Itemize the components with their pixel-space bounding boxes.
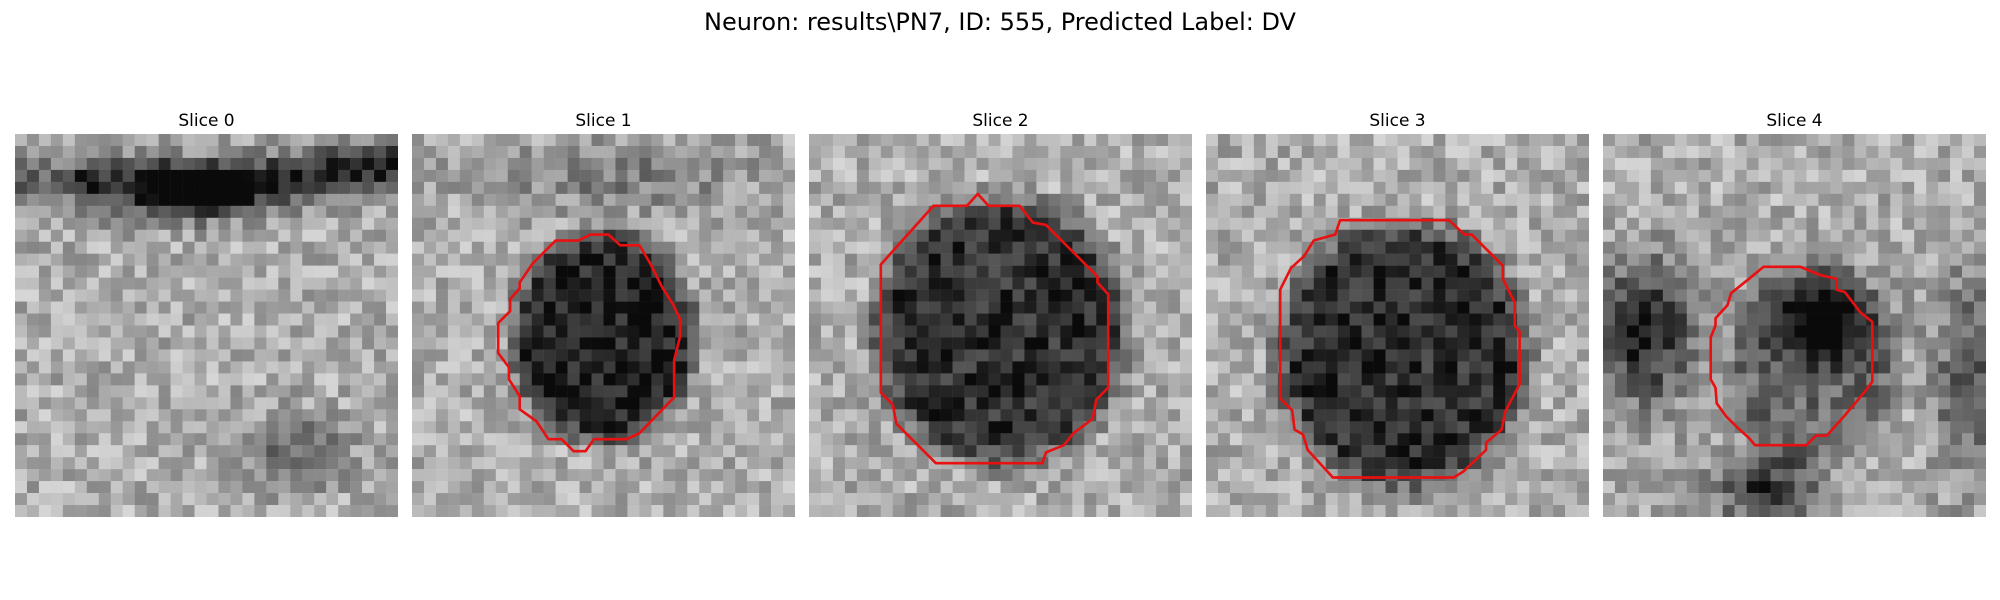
grayscale-slice-0 [15,134,398,517]
figure-title: Neuron: results\PN7, ID: 555, Predicted … [704,8,1296,36]
slice-title: Slice 3 [1369,111,1426,131]
slice-image [1603,134,1986,517]
grayscale-slice-1 [412,134,795,517]
slice-panel-0: Slice 0 [15,108,398,517]
segmentation-contour [496,233,682,453]
slice-panel-1: Slice 1 [412,108,795,517]
slice-title: Slice 0 [178,111,235,131]
grayscale-slice-4 [1603,134,1986,517]
grayscale-slice-3 [1206,134,1589,517]
slice-image [15,134,398,517]
slice-title: Slice 2 [972,111,1029,131]
grayscale-slice-2 [809,134,1192,517]
slice-image [412,134,795,517]
segmentation-contour [1278,218,1521,479]
slice-panel-4: Slice 4 [1603,108,1986,517]
slice-panel-3: Slice 3 [1206,108,1589,517]
segmentation-contour [879,192,1110,465]
slice-panel-2: Slice 2 [809,108,1192,517]
slice-image [1206,134,1589,517]
slice-image [809,134,1192,517]
slice-title: Slice 1 [575,111,632,131]
segmentation-contour [1709,265,1874,447]
slice-title: Slice 4 [1766,111,1823,131]
